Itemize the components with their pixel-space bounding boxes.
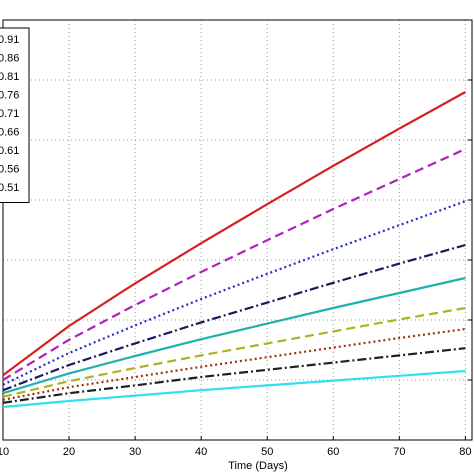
line-series <box>2 91 466 377</box>
legend-label: 0.71 <box>0 108 19 120</box>
x-tick-label: 20 <box>63 446 75 458</box>
x-tick-label: 50 <box>261 446 273 458</box>
legend-label: 0.51 <box>0 182 19 194</box>
x-tick-label: 10 <box>0 446 9 458</box>
x-tick-label: 30 <box>129 446 141 458</box>
line-series <box>2 276 466 395</box>
line-series <box>2 306 466 398</box>
x-tick-label: 70 <box>393 446 405 458</box>
legend-label: 0.91 <box>0 34 19 46</box>
legend-label: 0.86 <box>0 52 19 64</box>
legend-label: 0.81 <box>0 71 19 83</box>
line-series <box>2 147 466 381</box>
legend-label: 0.61 <box>0 145 19 157</box>
x-axis-label: Time (Days) <box>228 460 287 472</box>
x-tick-label: 60 <box>327 446 339 458</box>
legend-label: 0.66 <box>0 126 19 138</box>
line-series <box>2 369 466 409</box>
line-series <box>2 347 466 404</box>
line-series <box>2 200 466 386</box>
x-tick-label: 40 <box>195 446 207 458</box>
plot-frame <box>2 19 473 441</box>
legend-box <box>0 27 30 203</box>
legend-label: 0.56 <box>0 163 19 175</box>
line-series <box>2 327 466 401</box>
x-tick-label: 80 <box>459 446 471 458</box>
legend-label: 0.76 <box>0 89 19 101</box>
line-series <box>2 243 466 392</box>
